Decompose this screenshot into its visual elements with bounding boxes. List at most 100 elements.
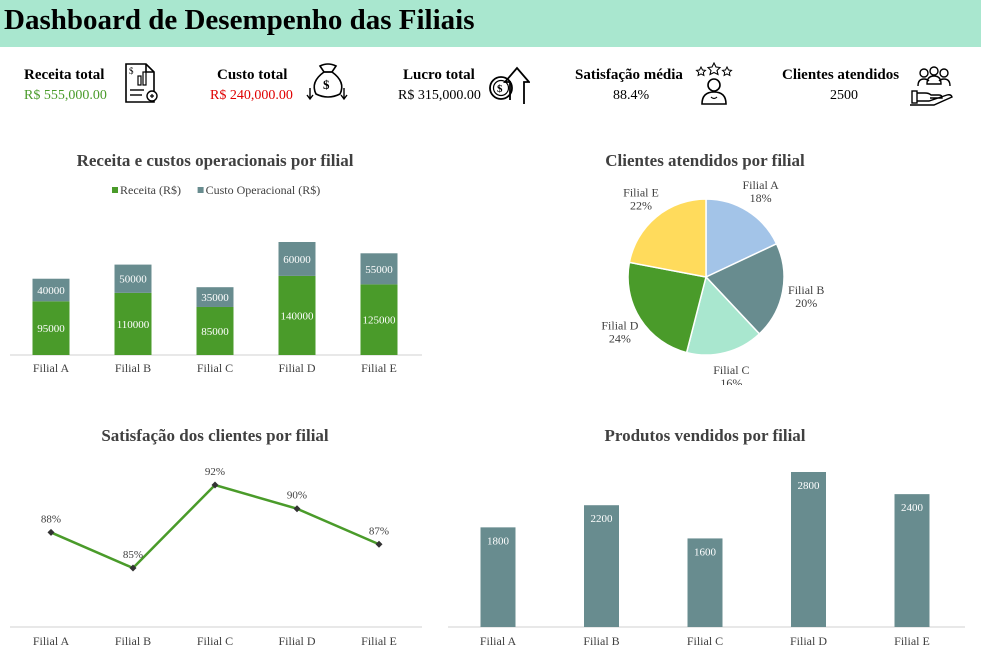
legend-swatch — [112, 187, 118, 193]
x-tick-label: Filial B — [115, 634, 151, 648]
pie-slice — [685, 275, 761, 356]
stacked-bar-chart-receita-custos: Receita (R$) Custo Operacional (R$) 95000 4… — [10, 183, 422, 375]
x-tick-label: Filial A — [33, 361, 70, 375]
data-label: 35000 — [201, 292, 229, 304]
data-label: 110000 — [117, 319, 150, 331]
bar — [791, 472, 826, 627]
line-chart-satisfacao: 88% Filial A 85% Filial B 92% Filial C 90% Fili… — [10, 466, 422, 648]
legend-swatch — [197, 187, 204, 193]
data-point — [129, 564, 137, 572]
series-line — [50, 483, 380, 570]
data-label: 85000 — [201, 326, 229, 338]
x-tick-label: Filial A — [480, 634, 517, 648]
x-tick-label: Filial E — [361, 634, 397, 648]
bar-segment — [114, 264, 152, 293]
pie-slice — [627, 261, 707, 354]
x-tick-label: Filial E — [894, 634, 930, 648]
kpi-value: R$ 315,000.00 — [398, 88, 481, 103]
chart-title-receita-custos: Receita e custos operacionais por filial — [76, 151, 354, 170]
kpi-value: 2500 — [830, 88, 858, 103]
kpi-value: R$ 555,000.00 — [24, 88, 107, 103]
data-label: 140000 — [281, 310, 315, 322]
kpi-value: 88.4% — [613, 88, 650, 103]
bar-segment — [360, 284, 398, 355]
data-point — [293, 505, 301, 513]
bar-segment — [360, 253, 398, 285]
kpi-lucro-total: Lucro total R$ 315,000.00 $ — [398, 64, 538, 108]
data-point — [211, 481, 219, 489]
bar-segment — [32, 278, 70, 302]
customers-hand-icon — [910, 66, 953, 106]
bar-chart-produtos: 1800 Filial A 2200 Filial B 1600 Filial C 2800… — [448, 472, 965, 648]
data-label: 95000 — [37, 323, 65, 335]
data-label: 50000 — [119, 274, 147, 286]
x-tick-label: Filial D — [278, 634, 315, 648]
slice-percent-label: 20% — [795, 296, 817, 310]
data-label: 2200 — [591, 513, 614, 525]
bar-segment — [278, 242, 316, 276]
pie-slice — [705, 198, 778, 279]
slice-percent-label: 16% — [720, 376, 742, 385]
bar — [687, 538, 723, 627]
money-bag-icon: $ — [306, 63, 348, 101]
data-point — [47, 528, 55, 536]
data-label: 55000 — [365, 264, 393, 276]
kpi-satisfacao-media: Satisfação média 88.4% — [575, 62, 735, 108]
bar — [584, 505, 619, 627]
bar — [480, 527, 516, 627]
slice-category-label: Filial B — [788, 283, 824, 297]
x-tick-label: Filial D — [278, 361, 315, 375]
data-label: 1600 — [694, 546, 717, 558]
svg-text:$: $ — [129, 66, 134, 76]
slice-percent-label: 24% — [609, 332, 631, 346]
legend-label: Receita (R$) — [120, 183, 181, 197]
kpi-clientes-atendidos: Clientes atendidos 2500 — [782, 64, 962, 108]
slice-percent-label: 22% — [630, 198, 652, 212]
slice-category-label: Filial D — [601, 319, 638, 333]
data-label: 85% — [123, 549, 143, 561]
bar — [894, 494, 930, 627]
x-tick-label: Filial B — [115, 361, 151, 375]
data-point — [375, 540, 383, 548]
chart-title-produtos: Produtos vendidos por filial — [604, 426, 806, 445]
pie-slice — [628, 198, 707, 278]
bar-segment — [196, 287, 234, 307]
kpi-label: Clientes atendidos — [782, 67, 900, 83]
data-label: 125000 — [363, 315, 397, 327]
kpi-receita-total: Receita total R$ 555,000.00 $ — [24, 63, 164, 108]
data-label: 60000 — [283, 254, 311, 266]
x-tick-label: Filial B — [583, 634, 619, 648]
data-label: 90% — [287, 490, 307, 502]
bar-segment — [114, 292, 152, 355]
slice-category-label: Filial A — [742, 178, 779, 192]
x-tick-label: Filial A — [33, 634, 70, 648]
legend-label: Custo Operacional (R$) — [206, 183, 321, 197]
chart-title-satisfacao: Satisfação dos clientes por filial — [101, 426, 329, 445]
x-tick-label: Filial C — [197, 361, 233, 375]
data-label: 40000 — [37, 285, 65, 297]
slice-category-label: Filial E — [623, 185, 659, 199]
x-tick-label: Filial C — [197, 634, 233, 648]
data-label: 88% — [41, 513, 61, 525]
data-label: 2800 — [798, 480, 821, 492]
invoice-chart-icon: $ — [125, 63, 158, 103]
bar-segment — [278, 275, 316, 355]
svg-text:$: $ — [323, 77, 330, 92]
data-label: 2400 — [901, 502, 924, 514]
user-rating-icon — [695, 62, 733, 105]
kpi-label: Lucro total — [403, 67, 475, 83]
kpi-label: Custo total — [217, 67, 288, 83]
x-tick-label: Filial C — [687, 634, 723, 648]
kpi-label: Satisfação média — [575, 67, 683, 83]
page-title: Dashboard de Desempenho das Filiais — [4, 4, 475, 36]
svg-text:$: $ — [497, 83, 503, 95]
data-label: 1800 — [487, 535, 510, 547]
kpi-label: Receita total — [24, 67, 105, 83]
kpi-value: R$ 240,000.00 — [210, 88, 293, 103]
bar-segment — [32, 301, 70, 355]
slice-category-label: Filial C — [713, 363, 749, 377]
data-label: 92% — [205, 466, 225, 478]
x-tick-label: Filial E — [361, 361, 397, 375]
pie-slice — [704, 242, 785, 335]
profit-arrow-icon: $ — [489, 66, 530, 104]
